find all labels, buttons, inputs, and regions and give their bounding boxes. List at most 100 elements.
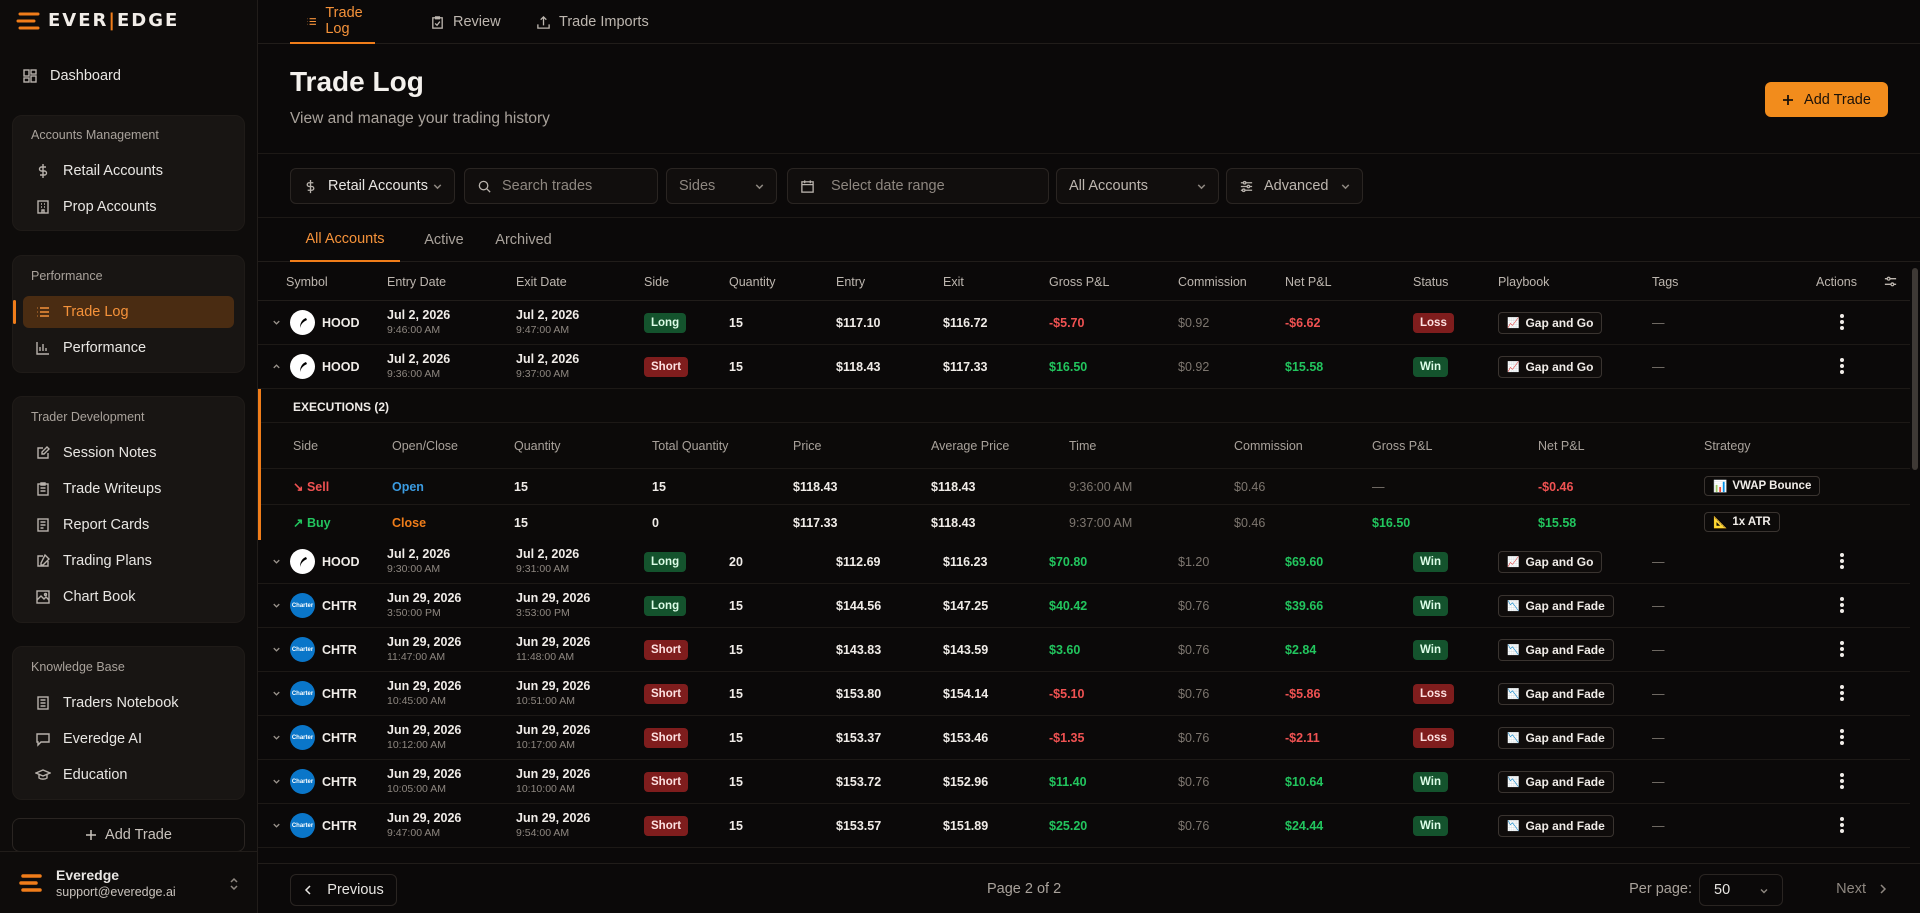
symbol[interactable]: HOOD xyxy=(322,360,360,374)
chevron-up-icon[interactable] xyxy=(271,361,282,372)
clipboard-icon xyxy=(37,482,49,496)
symbol[interactable]: CHTR xyxy=(322,775,357,789)
chevron-down-icon[interactable] xyxy=(271,776,282,787)
column-header[interactable]: Exit xyxy=(943,275,964,289)
chevron-down-icon[interactable] xyxy=(271,688,282,699)
column-header[interactable]: Gross P&L xyxy=(1049,275,1110,289)
sidebar-item-everedge-ai[interactable]: Everedge AI xyxy=(23,723,234,755)
column-header[interactable]: Entry Date xyxy=(387,275,447,289)
table-row[interactable]: HOOD Jul 2, 2026 9:36:00 AM Jul 2, 2026 9:37… xyxy=(258,345,1910,389)
table-row[interactable]: Charter CHTR Jun 29, 2026 10:05:00 AM Jun 29… xyxy=(258,760,1910,804)
sidebar-item-trade-writeups[interactable]: Trade Writeups xyxy=(23,473,234,505)
sidebar-item-chart-book[interactable]: Chart Book xyxy=(23,581,234,613)
symbol[interactable]: CHTR xyxy=(322,643,357,657)
sidebar-item-traders-notebook[interactable]: Traders Notebook xyxy=(23,687,234,719)
playbook-badge[interactable]: 📈 Gap and Go xyxy=(1498,356,1603,378)
column-header[interactable]: Entry xyxy=(836,275,866,289)
search-input[interactable]: Search trades xyxy=(464,168,658,204)
playbook-badge[interactable]: 📉 Gap and Fade xyxy=(1498,771,1614,793)
column-header[interactable]: Commission xyxy=(1178,275,1247,289)
sidebar-item-performance[interactable]: Performance xyxy=(23,332,234,364)
sidebar-item-trading-plans[interactable]: Trading Plans xyxy=(23,545,234,577)
row-actions-icon[interactable] xyxy=(1840,314,1844,330)
playbook-badge[interactable]: 📉 Gap and Fade xyxy=(1498,595,1614,617)
tab-archived[interactable]: Archived xyxy=(495,232,552,248)
row-actions-icon[interactable] xyxy=(1840,641,1844,657)
tab-all-accounts[interactable]: All Accounts xyxy=(290,218,400,262)
column-header[interactable]: Exit Date xyxy=(516,275,567,289)
row-actions-icon[interactable] xyxy=(1840,553,1844,569)
per-page-select[interactable]: 50 xyxy=(1699,874,1783,906)
playbook-badge[interactable]: 📉 Gap and Fade xyxy=(1498,683,1614,705)
symbol[interactable]: CHTR xyxy=(322,687,357,701)
sidebar-item-retail-accounts[interactable]: Retail Accounts xyxy=(23,155,234,187)
column-header[interactable]: Net P&L xyxy=(1285,275,1332,289)
net-pnl: -$2.11 xyxy=(1285,731,1320,745)
symbol[interactable]: HOOD xyxy=(322,555,360,569)
table-row[interactable]: Charter CHTR Jun 29, 2026 3:50:00 PM Jun 29,… xyxy=(258,584,1910,628)
table-row[interactable]: Charter CHTR Jun 29, 2026 11:47:00 AM Jun 29… xyxy=(258,628,1910,672)
sides-select[interactable]: Sides xyxy=(666,168,777,204)
chevron-down-icon xyxy=(1197,184,1206,190)
tab-trade-log[interactable]: Trade Log xyxy=(290,0,375,44)
strategy-badge[interactable]: 📊 VWAP Bounce xyxy=(1704,476,1821,496)
row-actions-icon[interactable] xyxy=(1840,685,1844,701)
symbol[interactable]: CHTR xyxy=(322,731,357,745)
row-actions-icon[interactable] xyxy=(1840,817,1844,833)
row-actions-icon[interactable] xyxy=(1840,729,1844,745)
column-settings-icon[interactable] xyxy=(1883,274,1898,289)
playbook-badge[interactable]: 📉 Gap and Fade xyxy=(1498,727,1614,749)
sidebar-item-trade-log[interactable]: Trade Log xyxy=(13,296,234,328)
sidebar-item-prop-accounts[interactable]: Prop Accounts xyxy=(23,191,234,223)
column-header[interactable]: Quantity xyxy=(729,275,776,289)
column-header[interactable]: Symbol xyxy=(286,275,328,289)
table-scrollbar[interactable] xyxy=(1910,263,1920,863)
playbook-badge[interactable]: 📈 Gap and Go xyxy=(1498,551,1603,573)
chevron-down-icon[interactable] xyxy=(271,556,282,567)
table-row[interactable]: Charter CHTR Jun 29, 2026 10:12:00 AM Jun 29… xyxy=(258,716,1910,760)
chevron-down-icon[interactable] xyxy=(271,600,282,611)
chevron-down-icon[interactable] xyxy=(271,644,282,655)
table-row[interactable]: HOOD Jul 2, 2026 9:46:00 AM Jul 2, 2026 9:47… xyxy=(258,301,1910,345)
column-header[interactable]: Status xyxy=(1413,275,1449,289)
row-actions-icon[interactable] xyxy=(1840,597,1844,613)
previous-page-button[interactable]: Previous xyxy=(290,874,397,906)
row-actions-icon[interactable] xyxy=(1840,358,1844,374)
date-range-picker[interactable]: Select date range xyxy=(787,168,1049,204)
chevron-down-icon[interactable] xyxy=(271,732,282,743)
tab-active[interactable]: Active xyxy=(424,232,464,248)
tab-trade-imports[interactable]: Trade Imports xyxy=(536,0,649,44)
playbook-badge[interactable]: 📉 Gap and Fade xyxy=(1498,639,1614,661)
sidebar-item-education[interactable]: Education xyxy=(23,759,234,791)
add-trade-button[interactable]: Add Trade xyxy=(1765,82,1888,117)
playbook-badge[interactable]: 📉 Gap and Fade xyxy=(1498,815,1614,837)
chevron-down-icon[interactable] xyxy=(271,317,282,328)
row-actions-icon[interactable] xyxy=(1840,773,1844,789)
chevron-down-icon[interactable] xyxy=(271,820,282,831)
symbol[interactable]: HOOD xyxy=(322,316,360,330)
sidebar-item-session-notes[interactable]: Session Notes xyxy=(23,437,234,469)
tab-review[interactable]: Review xyxy=(430,0,501,44)
playbook-badge[interactable]: 📈 Gap and Go xyxy=(1498,312,1603,334)
table-row[interactable]: HOOD Jul 2, 2026 9:30:00 AM Jul 2, 2026 9:31… xyxy=(258,540,1910,584)
column-header[interactable]: Playbook xyxy=(1498,275,1550,289)
user-menu[interactable]: Everedge support@everedge.ai xyxy=(0,851,258,913)
strategy-badge[interactable]: 📐 1x ATR xyxy=(1704,512,1780,532)
table-row[interactable]: Charter CHTR Jun 29, 2026 9:47:00 AM Jun 29,… xyxy=(258,804,1910,848)
advanced-filter-button[interactable]: Advanced xyxy=(1226,168,1363,204)
account-type-select[interactable]: Retail Accounts xyxy=(290,168,455,204)
symbol[interactable]: CHTR xyxy=(322,819,357,833)
sidebar-item-dashboard[interactable]: Dashboard xyxy=(22,61,121,91)
table-row[interactable]: Charter CHTR Jun 29, 2026 10:45:00 AM Jun 29… xyxy=(258,672,1910,716)
symbol[interactable]: CHTR xyxy=(322,599,357,613)
column-header: Price xyxy=(793,439,822,453)
quantity: 15 xyxy=(729,775,743,789)
accounts-select[interactable]: All Accounts xyxy=(1056,168,1219,204)
table-scrollbar-thumb[interactable] xyxy=(1912,268,1918,470)
sidebar-item-report-cards[interactable]: Report Cards xyxy=(23,509,234,541)
next-page-button[interactable]: Next xyxy=(1836,881,1888,897)
sidebar-add-trade-button[interactable]: Add Trade xyxy=(12,818,245,852)
column-header[interactable]: Tags xyxy=(1652,275,1679,289)
brand-logo[interactable]: EVER|EDGE xyxy=(16,10,179,31)
column-header[interactable]: Side xyxy=(644,275,670,289)
